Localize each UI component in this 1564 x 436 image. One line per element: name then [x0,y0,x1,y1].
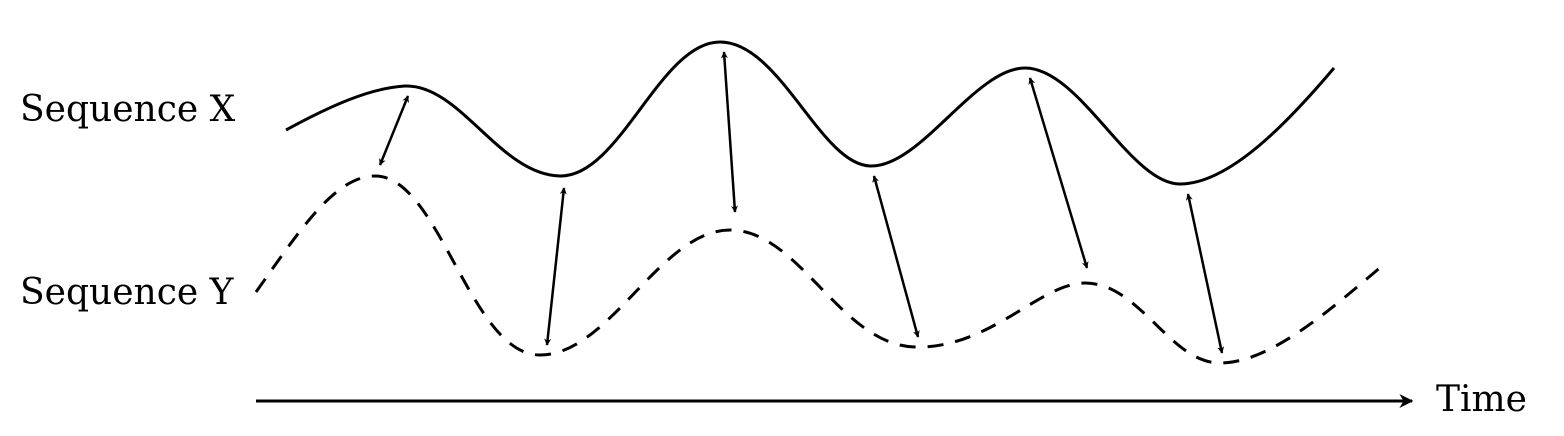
alignment-arrow [544,187,567,346]
alignment-arrow [872,175,920,338]
sequence-y-curve [254,174,1383,365]
time-axis-label: Time [1436,379,1527,420]
alignment-arrow [720,51,739,213]
sequence-x-label: Sequence X [20,89,236,130]
alignment-arrow [378,95,410,166]
sequence-x-curve [285,40,1336,186]
sequence-y-label: Sequence Y [20,272,234,313]
alignment-arrow [1185,193,1225,354]
alignment-arrow [1028,77,1089,269]
